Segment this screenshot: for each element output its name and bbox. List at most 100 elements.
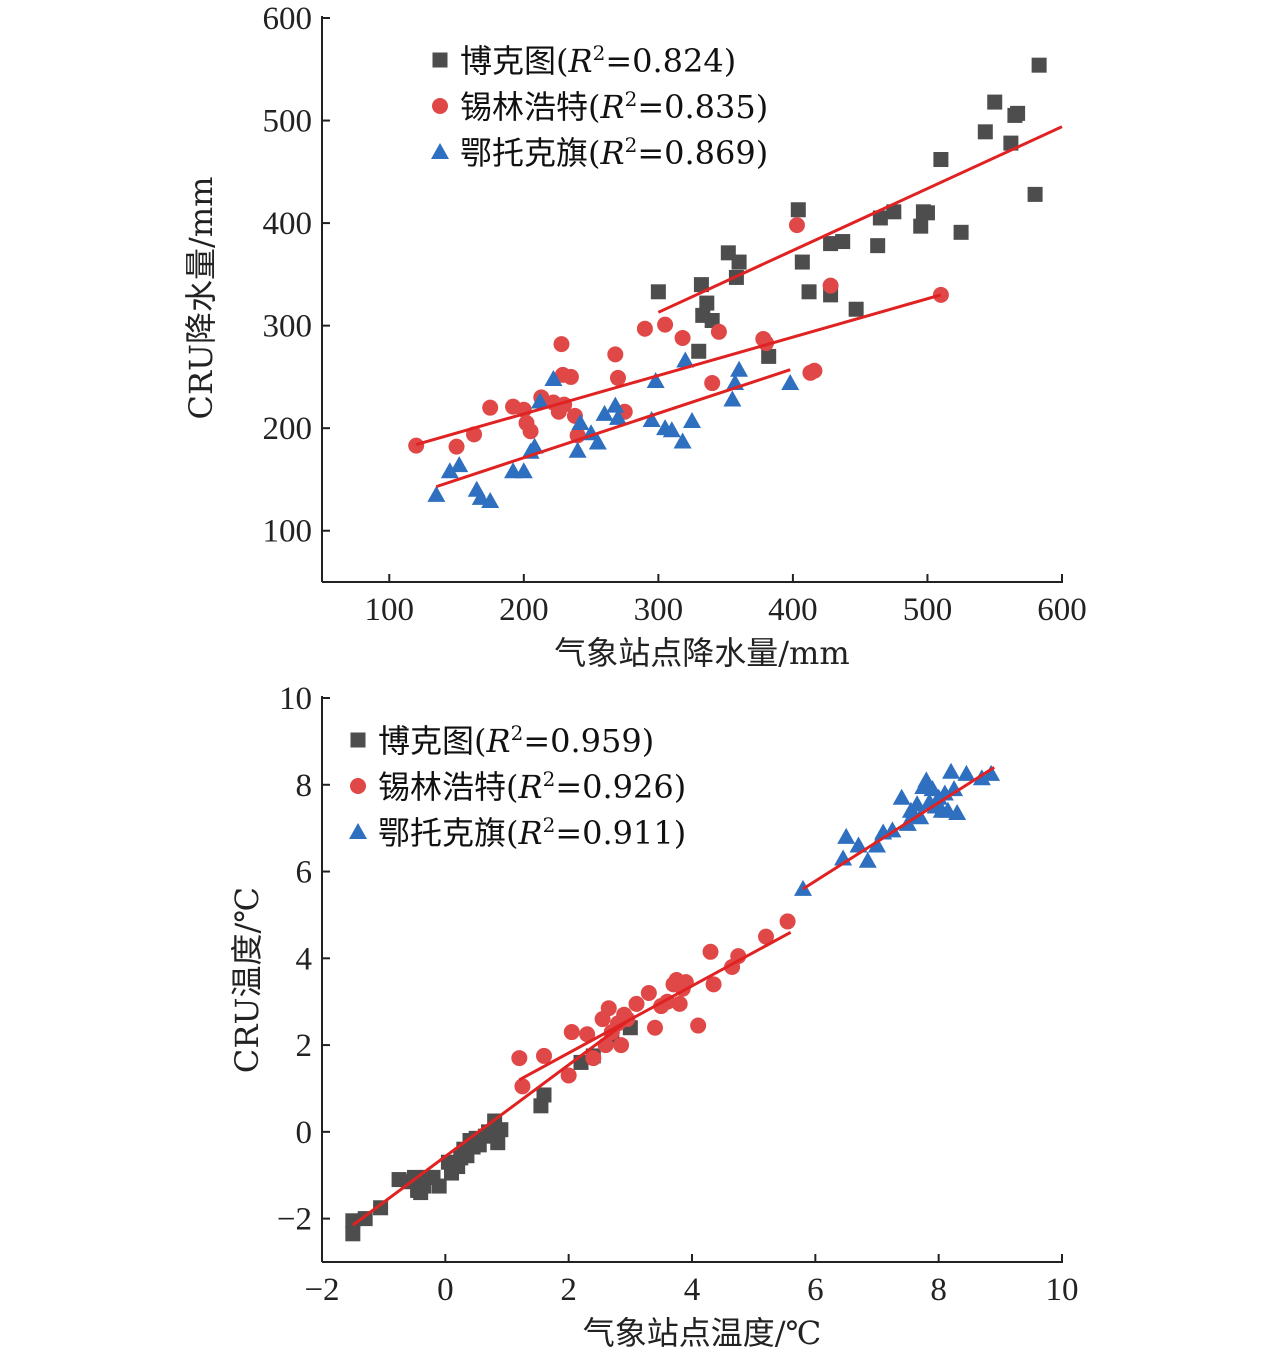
data-point [613, 1037, 630, 1054]
data-point [823, 236, 839, 252]
data-point [690, 1017, 707, 1034]
data-point [408, 437, 425, 454]
data-point [636, 320, 653, 337]
data-point [731, 254, 747, 270]
data-point [761, 348, 777, 364]
data-point [704, 313, 720, 329]
legend-entry: 鄂托克旗(R2=0.869) [460, 133, 768, 172]
series-circle [511, 913, 796, 1095]
data-point [683, 412, 701, 429]
data-point [858, 851, 877, 868]
data-point [870, 238, 886, 254]
x-tick-label: 200 [499, 592, 549, 628]
data-point [588, 433, 607, 450]
legend-marker [432, 98, 448, 114]
data-point [1027, 186, 1043, 202]
data-point [536, 1047, 552, 1064]
data-point [585, 1050, 602, 1067]
data-point [427, 485, 446, 502]
fit-line [351, 1017, 632, 1227]
y-axis-title: CRU温度/℃ [228, 887, 266, 1073]
data-point [872, 210, 888, 226]
data-point [1010, 105, 1026, 121]
fit-line [518, 930, 792, 1082]
data-point [674, 329, 691, 346]
data-point [822, 277, 839, 294]
precipitation-chart: 100 200 300 400 500 600 100 200 300 400 500 600 气象站点… [182, 1, 1087, 672]
data-point [837, 827, 856, 844]
data-point [650, 284, 666, 300]
data-point [710, 323, 727, 340]
data-point [522, 423, 539, 440]
data-point [699, 295, 715, 311]
data-point [794, 254, 810, 270]
series-triangle [427, 351, 800, 508]
data-point [723, 390, 742, 407]
legend: 博克图(R2=0.959) 锡林浩特(R2=0.926) 鄂托克旗(R2=0.911… [349, 721, 686, 852]
data-point [595, 404, 614, 421]
data-point [525, 437, 544, 454]
data-point [886, 204, 902, 220]
data-point [600, 1000, 617, 1017]
data-point [835, 234, 851, 250]
x-tick-label: 400 [768, 592, 818, 628]
data-point [628, 995, 645, 1012]
legend: 博克图(R2=0.824) 锡林浩特(R2=0.835) 鄂托克旗(R2=0.869… [431, 41, 768, 172]
data-point [933, 152, 949, 168]
data-point [514, 1078, 531, 1095]
data-point [448, 438, 465, 455]
data-point [560, 1067, 577, 1084]
data-point [704, 375, 721, 392]
y-tick-label: 4 [296, 941, 313, 977]
x-tick-label: 6 [807, 1272, 824, 1308]
data-point [450, 456, 469, 473]
data-point [647, 1019, 663, 1036]
temperature-chart: −2 0 2 4 6 8 10 −2 0 2 4 6 8 10 气象站点温度/℃ CRU温度/℃ 博克图(R2=… [228, 681, 1079, 1352]
x-axis-title: 气象站点温度/℃ [583, 1314, 822, 1352]
legend-marker [432, 52, 448, 68]
legend-entry: 锡林浩特(R2=0.835) [460, 87, 768, 126]
data-point [676, 351, 695, 368]
data-point [490, 1135, 506, 1151]
data-point [758, 928, 774, 945]
data-point [1031, 57, 1047, 73]
data-point [536, 1087, 552, 1103]
data-point [657, 316, 674, 333]
data-point [553, 336, 570, 353]
legend-entry: 博克图(R2=0.824) [460, 41, 736, 80]
data-point [942, 762, 960, 779]
data-point [730, 360, 749, 377]
x-tick-label: 0 [437, 1272, 454, 1308]
data-point [953, 224, 969, 240]
legend-marker [431, 143, 449, 159]
legend-entry: 鄂托克旗(R2=0.911) [378, 813, 686, 852]
data-point [481, 491, 500, 508]
data-point [431, 1178, 447, 1194]
data-point [642, 410, 661, 427]
y-tick-label: 100 [263, 514, 313, 550]
data-point [609, 408, 627, 425]
data-point [646, 372, 665, 389]
data-point [945, 780, 964, 797]
series-triangle [794, 762, 1001, 896]
data-point [806, 362, 823, 379]
x-axis-title: 气象站点降水量/mm [554, 634, 849, 672]
x-tick-label: 2 [560, 1272, 577, 1308]
data-point [568, 441, 587, 458]
data-point [781, 374, 800, 391]
data-point [373, 1200, 389, 1216]
y-tick-label: 400 [263, 206, 313, 242]
data-point [607, 346, 624, 363]
data-point [957, 764, 976, 781]
y-tick-label: 10 [279, 681, 312, 717]
data-point [671, 995, 688, 1012]
data-point [514, 462, 533, 479]
data-point [691, 343, 707, 359]
y-tick-label: 500 [263, 104, 313, 140]
data-point [977, 124, 993, 140]
y-tick-label: −2 [277, 1202, 312, 1238]
data-point [563, 1024, 580, 1041]
data-point [579, 1026, 596, 1043]
data-point [788, 217, 805, 234]
